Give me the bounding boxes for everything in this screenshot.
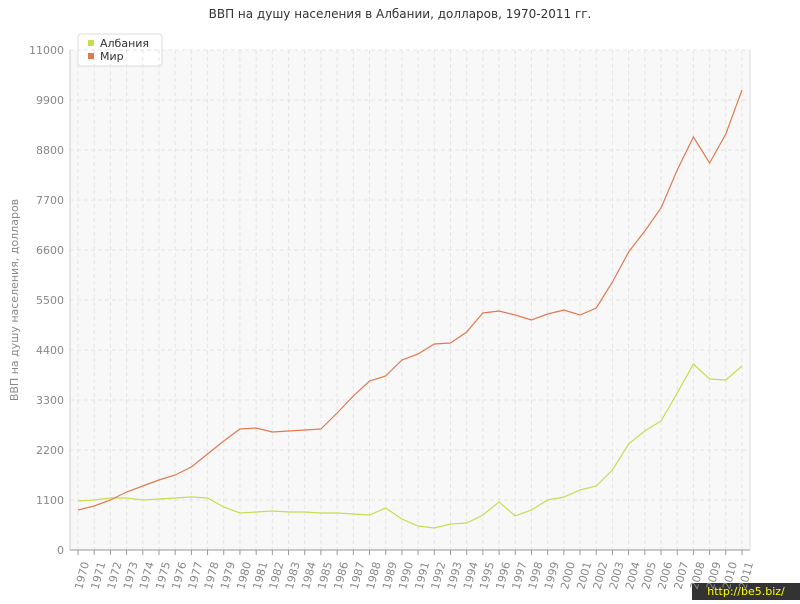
legend-label: Мир: [100, 50, 124, 63]
y-tick-label: 5500: [36, 294, 64, 307]
watermark-bg: [692, 583, 800, 600]
legend-swatch: [88, 53, 94, 59]
y-tick-label: 6600: [36, 244, 64, 257]
y-tick-label: 1100: [36, 494, 64, 507]
legend-label: Албания: [100, 37, 149, 50]
legend-swatch: [88, 40, 94, 46]
y-tick-label: 9900: [36, 94, 64, 107]
line: [77, 89, 743, 511]
y-tick-label: 3300: [36, 394, 64, 407]
y-tick-label: 11000: [29, 44, 64, 57]
line: [77, 363, 743, 529]
y-tick-label: 7700: [36, 194, 64, 207]
y-tick-label: 8800: [36, 144, 64, 157]
chart-title: ВВП на душу населения в Албании, долларо…: [209, 7, 592, 21]
watermark: http://be5.biz/: [707, 585, 785, 598]
y-axis-label: ВВП на душу населения, долларов: [8, 199, 21, 401]
y-tick-label: 2200: [36, 444, 64, 457]
y-tick-label: 0: [57, 544, 64, 557]
y-tick-label: 4400: [36, 344, 64, 357]
